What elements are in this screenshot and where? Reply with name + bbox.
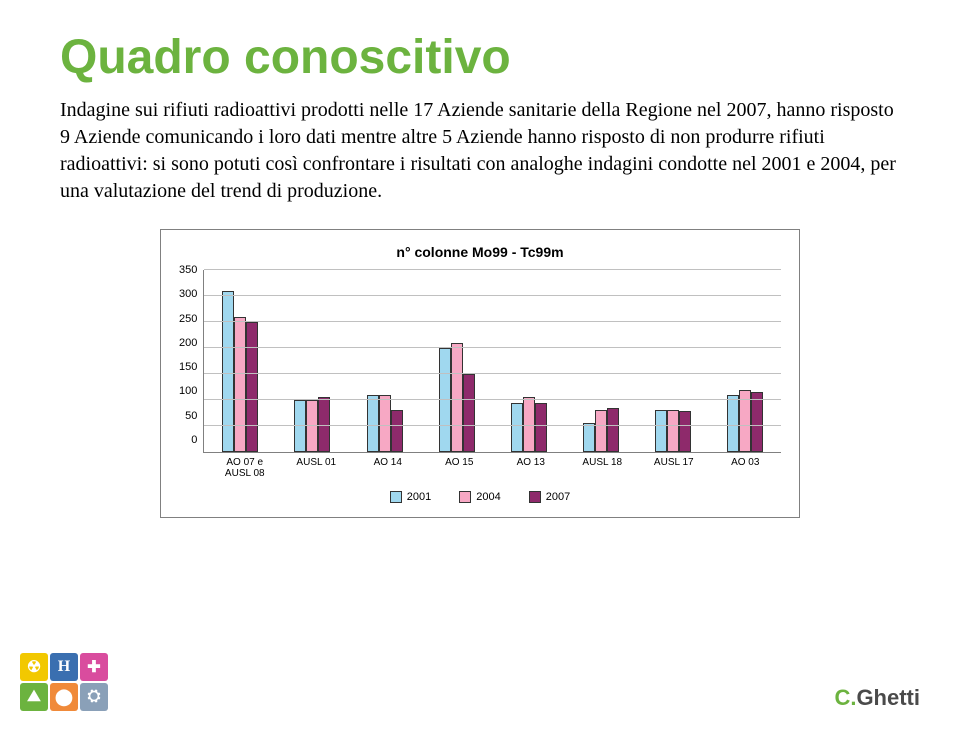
y-tick: 300 (179, 288, 197, 300)
bar (234, 317, 246, 452)
bar (595, 410, 607, 452)
author-surname: Ghetti (856, 685, 920, 710)
y-tick: 350 (179, 264, 197, 276)
x-label: AUSL 17 (638, 457, 710, 479)
bar (463, 374, 475, 452)
legend-label: 2001 (407, 491, 431, 503)
chart-title: n° colonne Mo99 - Tc99m (179, 244, 781, 260)
legend-label: 2007 (546, 491, 570, 503)
logo-cell: H (50, 653, 78, 681)
bar (439, 348, 451, 452)
legend-swatch (529, 491, 541, 503)
bar (222, 291, 234, 452)
body-paragraph: Indagine sui rifiuti radioattivi prodott… (60, 97, 900, 205)
legend-item: 2007 (529, 491, 570, 503)
legend-swatch (459, 491, 471, 503)
logo-cell: ⬤ (50, 683, 78, 711)
x-label: AO 15 (424, 457, 496, 479)
bar (679, 411, 691, 452)
y-tick: 150 (179, 361, 197, 373)
gridline (204, 373, 781, 374)
y-tick: 200 (179, 337, 197, 349)
legend-swatch (390, 491, 402, 503)
legend-item: 2001 (390, 491, 431, 503)
logo-cell: ✚ (80, 653, 108, 681)
bar-chart: n° colonne Mo99 - Tc99m 3503002502001501… (160, 229, 800, 518)
gridline (204, 295, 781, 296)
x-label: AO 14 (352, 457, 424, 479)
x-label: AO 13 (495, 457, 567, 479)
x-label: AUSL 18 (567, 457, 639, 479)
bar (535, 403, 547, 452)
bar (246, 322, 258, 452)
y-tick: 250 (179, 313, 197, 325)
bar (391, 410, 403, 452)
y-tick: 100 (179, 385, 197, 397)
bar (751, 392, 763, 452)
plot-area (203, 270, 781, 453)
gridline (204, 269, 781, 270)
bar (451, 343, 463, 452)
logo-cell: ⛰ (20, 683, 48, 711)
gridline (204, 321, 781, 322)
x-label: AO 03 (710, 457, 782, 479)
y-tick: 50 (185, 410, 197, 422)
logo-cell: ☢ (20, 653, 48, 681)
legend-label: 2004 (476, 491, 500, 503)
x-label: AO 07 eAUSL 08 (209, 457, 281, 479)
bar (607, 408, 619, 452)
gridline (204, 425, 781, 426)
author-initial: C. (834, 685, 856, 710)
chart-area: 350300250200150100500 (179, 270, 781, 453)
author-name: C.Ghetti (834, 685, 920, 711)
logo-cell: ⛭ (80, 683, 108, 711)
bar (511, 403, 523, 452)
footer-logo: ☢H✚ ⛰⬤⛭ (20, 653, 108, 711)
bar (367, 395, 379, 452)
legend-item: 2004 (459, 491, 500, 503)
slide-page: Quadro conoscitivo Indagine sui rifiuti … (0, 0, 960, 731)
bar (727, 395, 739, 452)
bar (583, 423, 595, 452)
y-tick: 0 (191, 434, 197, 446)
gridline (204, 347, 781, 348)
page-title: Quadro conoscitivo (60, 30, 900, 85)
bar (379, 395, 391, 452)
y-axis: 350 300 250 200 150 100 50 0 (179, 264, 203, 446)
bar (655, 410, 667, 452)
bar (294, 400, 306, 452)
bar (306, 400, 318, 452)
legend: 2001 2004 2007 (179, 491, 781, 503)
bar (667, 410, 679, 452)
gridline (204, 399, 781, 400)
x-label: AUSL 01 (281, 457, 353, 479)
x-axis: AO 07 eAUSL 08AUSL 01AO 14AO 15AO 13AUSL… (209, 457, 781, 479)
